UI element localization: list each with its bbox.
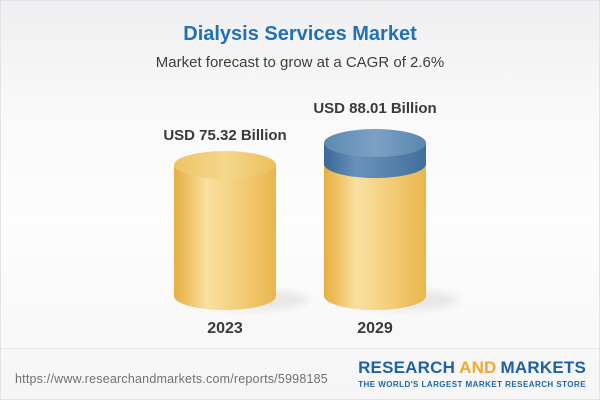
logo-tagline: THE WORLD'S LARGEST MARKET RESEARCH STOR…	[358, 379, 586, 389]
research-and-markets-logo[interactable]: RESEARCH AND MARKETS THE WORLD'S LARGEST M…	[358, 358, 586, 389]
footer-divider	[1, 348, 599, 349]
category-label-2023: 2023	[207, 320, 243, 337]
report-url-link[interactable]: https://www.researchandmarkets.com/repor…	[15, 372, 328, 386]
logo-word-markets: MARKETS	[500, 358, 586, 377]
page-title: Dialysis Services Market	[183, 23, 417, 45]
cylinder-bar-2029	[324, 129, 426, 310]
logo-wordmark: RESEARCH AND MARKETS	[358, 358, 586, 378]
logo-word-research: RESEARCH	[358, 358, 456, 377]
category-label-2029: 2029	[357, 320, 393, 337]
cylinder-bar-2023	[174, 151, 276, 310]
value-label-2023: USD 75.32 Billion	[163, 127, 287, 144]
logo-word-and: AND	[459, 358, 497, 377]
value-label-2029: USD 88.01 Billion	[313, 100, 437, 117]
page-subtitle: Market forecast to grow at a CAGR of 2.6…	[155, 54, 445, 71]
